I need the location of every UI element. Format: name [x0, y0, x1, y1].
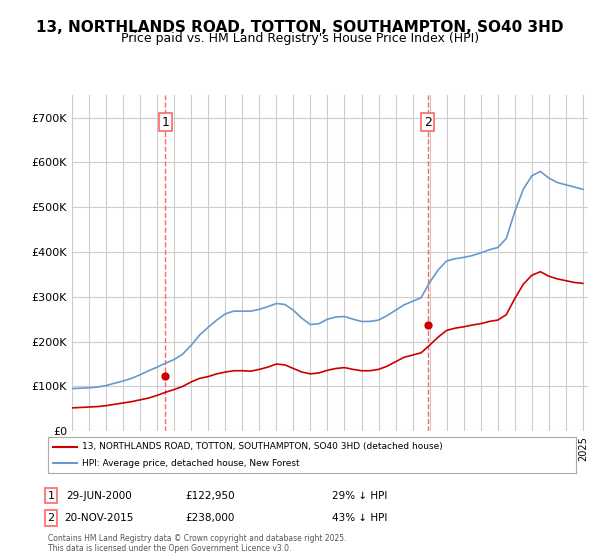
Text: 20-NOV-2015: 20-NOV-2015 [64, 513, 134, 523]
Text: £238,000: £238,000 [185, 513, 235, 523]
Text: 1: 1 [47, 491, 55, 501]
Text: 1: 1 [161, 115, 169, 129]
Text: 13, NORTHLANDS ROAD, TOTTON, SOUTHAMPTON, SO40 3HD (detached house): 13, NORTHLANDS ROAD, TOTTON, SOUTHAMPTON… [82, 442, 443, 451]
Text: 2: 2 [424, 115, 432, 129]
Text: 13, NORTHLANDS ROAD, TOTTON, SOUTHAMPTON, SO40 3HD: 13, NORTHLANDS ROAD, TOTTON, SOUTHAMPTON… [36, 20, 564, 35]
Text: 43% ↓ HPI: 43% ↓ HPI [332, 513, 388, 523]
Text: 29-JUN-2000: 29-JUN-2000 [66, 491, 132, 501]
Text: 29% ↓ HPI: 29% ↓ HPI [332, 491, 388, 501]
Text: HPI: Average price, detached house, New Forest: HPI: Average price, detached house, New … [82, 459, 300, 468]
Text: Price paid vs. HM Land Registry's House Price Index (HPI): Price paid vs. HM Land Registry's House … [121, 32, 479, 45]
Text: 2: 2 [47, 513, 55, 523]
Text: Contains HM Land Registry data © Crown copyright and database right 2025.
This d: Contains HM Land Registry data © Crown c… [48, 534, 347, 553]
Text: £122,950: £122,950 [185, 491, 235, 501]
